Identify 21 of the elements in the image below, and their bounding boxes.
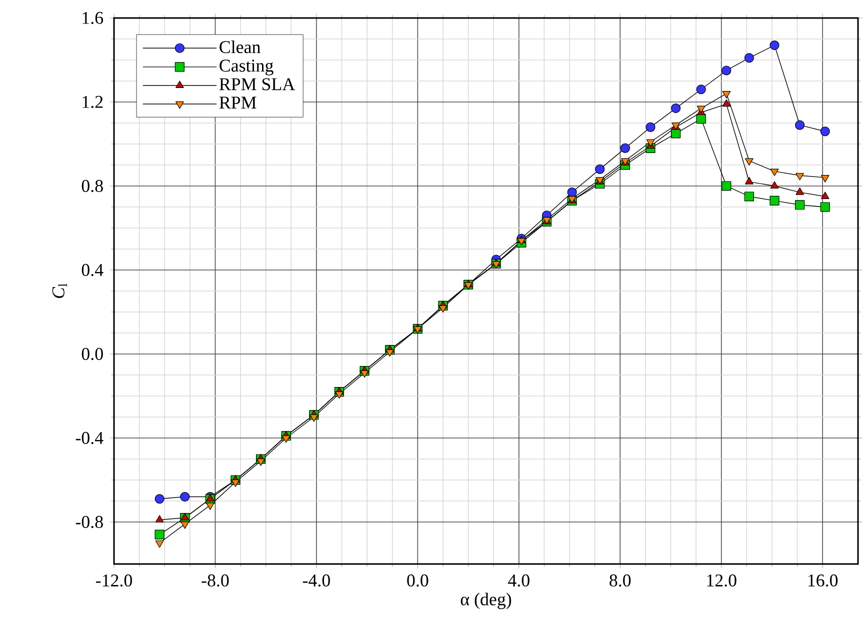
- x-tick-label: 0.0: [407, 574, 428, 587]
- x-tick-label: 12.0: [707, 574, 736, 587]
- x-tick-label: 8.0: [610, 574, 631, 587]
- x-tick-label: -8.0: [202, 574, 229, 587]
- y-tick-label: 0.4: [82, 264, 104, 276]
- legend-label: RPM SLA: [219, 78, 296, 90]
- y-tick-label: 1.6: [82, 12, 104, 24]
- y-tick-label: 0.0: [82, 348, 103, 360]
- y-tick-label: -0.4: [76, 432, 104, 444]
- x-tick-label: 16.0: [808, 574, 838, 587]
- y-axis-title: C$_{l}$: [52, 284, 68, 298]
- x-tick-label: -12.0: [96, 574, 132, 587]
- y-tick-label: 0.8: [82, 180, 103, 192]
- x-tick-label: 4.0: [508, 574, 530, 587]
- legend-label: Clean: [220, 40, 260, 54]
- x-axis-title: α (deg): [460, 592, 512, 610]
- x-tick-label: -4.0: [302, 574, 330, 587]
- legend-label: RPM: [219, 96, 256, 108]
- y-tick-label: 1.2: [82, 96, 103, 108]
- legend-label: Casting: [220, 60, 274, 76]
- y-tick-label: -0.8: [76, 516, 103, 528]
